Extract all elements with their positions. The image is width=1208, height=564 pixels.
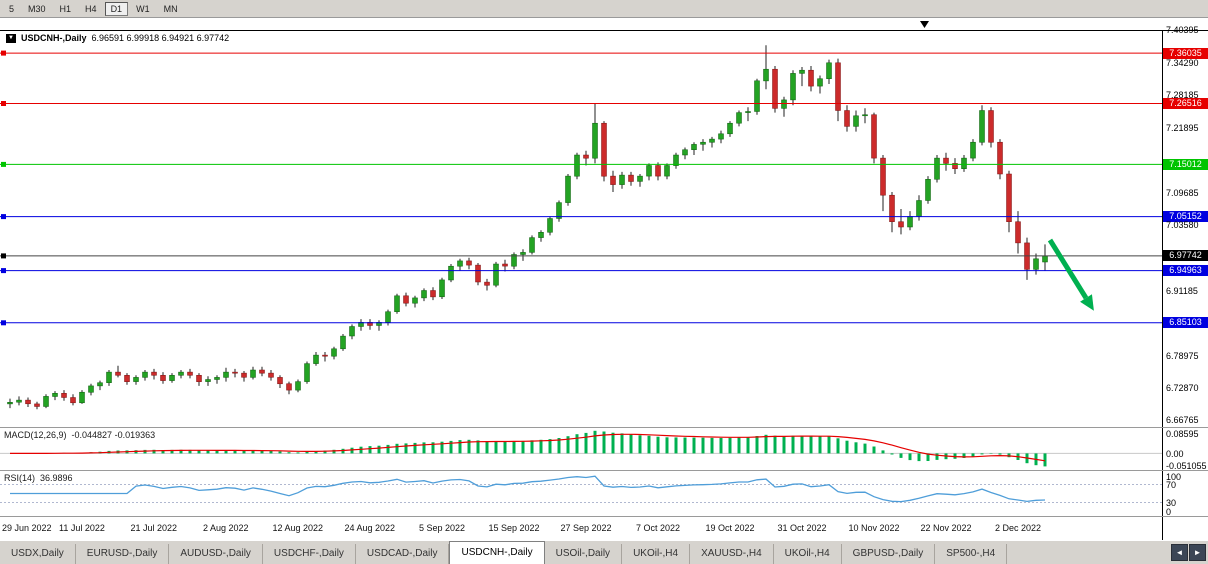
macd-histogram bbox=[17, 430, 1047, 467]
chart-symbol-header: ▼ USDCNH-,Daily 6.96591 6.99918 6.94921 … bbox=[4, 33, 232, 43]
price-axis-tick: 6.72870 bbox=[1166, 383, 1199, 394]
price-line-badge: 6.97742 bbox=[1163, 250, 1208, 262]
price-axis-tick: 7.40395 bbox=[1166, 25, 1199, 36]
price-axis-tick: 6.78975 bbox=[1166, 350, 1199, 361]
tab-usoil-daily[interactable]: USOil-,Daily bbox=[544, 544, 623, 564]
price-axis-tick: 7.09685 bbox=[1166, 188, 1199, 199]
macd-signal-line bbox=[10, 433, 1046, 462]
date-axis-label: 15 Sep 2022 bbox=[488, 523, 540, 533]
macd-values: -0.044827 -0.019363 bbox=[71, 430, 156, 440]
tab-scroll-right-icon[interactable]: ► bbox=[1189, 544, 1206, 561]
rsi-line bbox=[10, 475, 1046, 503]
tab-usdchf-daily[interactable]: USDCHF-,Daily bbox=[262, 544, 356, 564]
price-axis-tick: 7.28185 bbox=[1166, 90, 1199, 101]
ohlc-values: 6.96591 6.99918 6.94921 6.97742 bbox=[91, 33, 230, 43]
date-axis-label: 19 Oct 2022 bbox=[705, 523, 755, 533]
date-axis-label: 21 Jul 2022 bbox=[130, 523, 178, 533]
timeframe-button-h4[interactable]: H4 bbox=[79, 1, 103, 16]
price-axis-tick: 7.34290 bbox=[1166, 57, 1199, 68]
date-axis-label: 2 Aug 2022 bbox=[203, 523, 249, 533]
rsi-name: RSI(14) bbox=[4, 473, 36, 483]
timeframe-button-mn[interactable]: MN bbox=[157, 1, 184, 16]
rsi-axis-tick: 70 bbox=[1166, 480, 1177, 490]
price-axis-tick: 7.03580 bbox=[1166, 220, 1199, 231]
chart-area[interactable]: ▼ USDCNH-,Daily 6.96591 6.99918 6.94921 … bbox=[0, 18, 1208, 540]
timeframe-button-w1[interactable]: W1 bbox=[130, 1, 156, 16]
date-axis-label: 2 Dec 2022 bbox=[995, 523, 1042, 533]
timeframe-button-m30[interactable]: M30 bbox=[22, 1, 52, 16]
rsi-panel-label: RSI(14) 36.9896 bbox=[4, 473, 73, 483]
tab-audusd-daily[interactable]: AUDUSD-,Daily bbox=[169, 544, 263, 564]
chart-shift-marker-icon[interactable] bbox=[920, 21, 929, 28]
tab-sp500-h4[interactable]: SP500-,H4 bbox=[935, 544, 1008, 564]
date-axis-label: 29 Jun 2022 bbox=[2, 523, 52, 533]
price-line-badge: 7.15012 bbox=[1163, 158, 1208, 170]
tab-usdcnh-daily[interactable]: USDCNH-,Daily bbox=[449, 541, 545, 564]
price-line-badge: 6.94963 bbox=[1163, 265, 1208, 277]
timeframe-button-5[interactable]: 5 bbox=[3, 1, 21, 16]
chart-canvas[interactable] bbox=[0, 18, 1208, 540]
date-axis-label: 24 Aug 2022 bbox=[344, 523, 396, 533]
date-axis-label: 5 Sep 2022 bbox=[419, 523, 466, 533]
macd-axis-tick: 0.00 bbox=[1166, 448, 1184, 459]
date-axis-label: 22 Nov 2022 bbox=[920, 523, 972, 533]
tab-eurusd-daily[interactable]: EURUSD-,Daily bbox=[75, 544, 170, 564]
price-line-badge: 7.05152 bbox=[1163, 211, 1208, 223]
date-axis-label: 10 Nov 2022 bbox=[848, 523, 900, 533]
rsi-axis-tick: 0 bbox=[1166, 507, 1172, 517]
tab-xauusd-h4[interactable]: XAUUSD-,H4 bbox=[690, 544, 774, 564]
symbol-label: USDCNH-,Daily bbox=[21, 33, 87, 43]
symbol-dropdown-icon[interactable]: ▼ bbox=[6, 33, 16, 43]
tab-usdcad-daily[interactable]: USDCAD-,Daily bbox=[355, 544, 450, 564]
date-axis-label: 7 Oct 2022 bbox=[636, 523, 681, 533]
macd-name: MACD(12,26,9) bbox=[4, 430, 67, 440]
candlestick-series bbox=[7, 45, 1048, 410]
rsi-axis-tick: 100 bbox=[1166, 472, 1182, 482]
tab-ukoil-h4[interactable]: UKOil-,H4 bbox=[622, 544, 691, 564]
price-axis-tick: 6.66765 bbox=[1166, 415, 1199, 426]
macd-axis-tick: -0.051055 bbox=[1166, 461, 1207, 471]
macd-axis-tick: 0.08595 bbox=[1166, 429, 1199, 439]
horizontal-lines[interactable] bbox=[0, 50, 1162, 326]
date-axis-label: 31 Oct 2022 bbox=[777, 523, 827, 533]
price-axis-tick: 7.21895 bbox=[1166, 123, 1199, 134]
date-axis-label: 12 Aug 2022 bbox=[272, 523, 324, 533]
timeframe-toolbar: 5 M30 H1 H4 D1 W1 MN bbox=[0, 0, 1208, 18]
tab-scroll-buttons: ◄ ► bbox=[1167, 544, 1208, 564]
chart-tabs-bar: USDX,Daily EURUSD-,Daily AUDUSD-,Daily USDC… bbox=[0, 540, 1208, 564]
price-line-badge: 7.26516 bbox=[1163, 97, 1208, 109]
tab-usdx-daily[interactable]: USDX,Daily bbox=[0, 544, 76, 564]
tab-ukoil-h4[interactable]: UKOil-,H4 bbox=[773, 544, 842, 564]
rsi-axis-tick: 30 bbox=[1166, 498, 1177, 508]
macd-panel-label: MACD(12,26,9) -0.044827 -0.019363 bbox=[4, 430, 156, 440]
timeframe-button-d1[interactable]: D1 bbox=[104, 1, 129, 16]
trend-arrow[interactable] bbox=[1047, 238, 1094, 311]
tab-scroll-left-icon[interactable]: ◄ bbox=[1171, 544, 1188, 561]
price-line-badge: 6.85103 bbox=[1163, 317, 1208, 329]
price-axis-tick: 6.91185 bbox=[1166, 286, 1198, 297]
timeframe-button-h1[interactable]: H1 bbox=[53, 1, 78, 16]
price-line-badge: 7.36035 bbox=[1163, 47, 1208, 59]
date-axis-label: 11 Jul 2022 bbox=[59, 523, 105, 533]
date-axis-label: 27 Sep 2022 bbox=[560, 523, 612, 533]
tab-gbpusd-daily[interactable]: GBPUSD-,Daily bbox=[841, 544, 936, 564]
rsi-value: 36.9896 bbox=[40, 473, 73, 483]
